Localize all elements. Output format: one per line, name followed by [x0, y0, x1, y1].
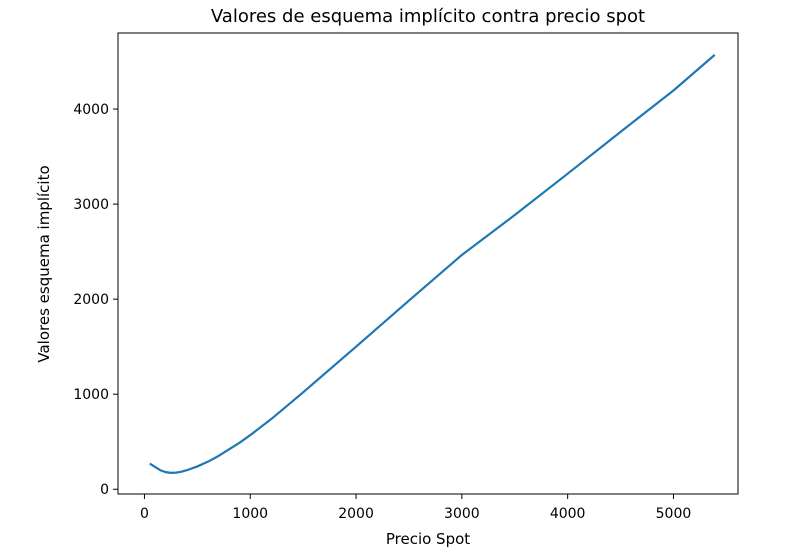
series-line-0	[149, 54, 716, 474]
x-tick-label: 4000	[550, 506, 586, 522]
x-axis-ticks: 0 1000 2000 3000 4000 5000	[140, 494, 691, 522]
x-tick-label: 0	[140, 506, 149, 522]
x-tick-label: 5000	[656, 506, 692, 522]
x-tick-label: 3000	[444, 506, 480, 522]
y-axis-ticks: 0 1000 2000 3000 4000	[73, 102, 118, 498]
y-tick-label: 0	[100, 482, 109, 498]
y-tick-label: 2000	[73, 292, 109, 308]
y-tick-label: 1000	[73, 387, 109, 403]
y-axis-label: Valores esquema implícito	[35, 165, 53, 362]
chart-title: Valores de esquema implícito contra prec…	[211, 6, 645, 27]
x-tick-label: 2000	[338, 506, 374, 522]
plot-area	[117, 32, 739, 495]
x-axis-label: Precio Spot	[386, 530, 470, 548]
axes-frame	[117, 32, 739, 495]
x-tick-label: 1000	[232, 506, 268, 522]
y-tick-label: 4000	[73, 102, 109, 118]
y-tick-label: 3000	[73, 197, 109, 213]
